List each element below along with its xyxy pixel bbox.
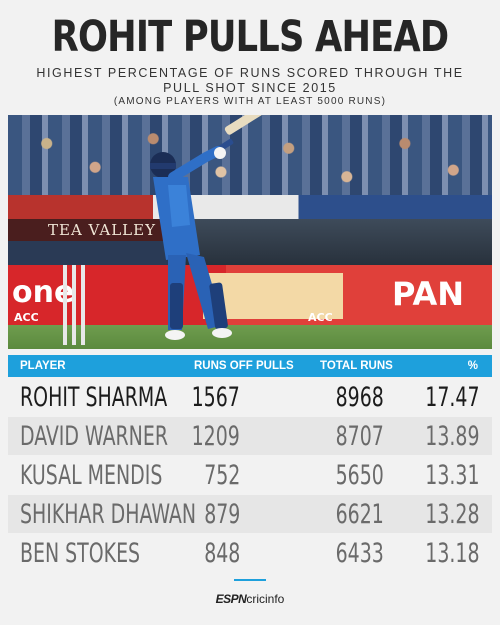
table-row: BEN STOKES 848 6433 13.18	[8, 534, 492, 572]
batsman-photo: TEA VALLEY one PAN ACC ACC	[8, 115, 492, 349]
board-text-right: PAN	[392, 275, 465, 313]
total-runs: 8968	[335, 382, 384, 413]
stumps	[63, 265, 85, 345]
total-runs: 6433	[335, 538, 384, 569]
runs-off-pulls: 1209	[191, 421, 240, 452]
runs-off-pulls: 879	[203, 499, 240, 530]
total-runs: 5650	[335, 460, 384, 491]
advertising-board-panel	[203, 273, 343, 319]
infographic-subtitle: HIGHEST PERCENTAGE OF RUNS SCORED THROUG…	[36, 66, 464, 95]
table-row: DAVID WARNER 1209 8707 13.89	[8, 417, 492, 455]
table-row: KUSAL MENDIS 752 5650 13.31	[8, 456, 492, 494]
total-runs: 8707	[335, 421, 384, 452]
tea-valley-banner: TEA VALLEY	[8, 219, 178, 241]
pull-percentage: 17.47	[425, 382, 480, 413]
column-header-total-runs: TOTAL RUNS	[320, 360, 393, 372]
pull-percentage: 13.89	[425, 421, 480, 452]
player-name: SHIKHAR DHAWAN	[20, 499, 197, 530]
footer-divider	[234, 579, 266, 581]
runs-off-pulls: 848	[203, 538, 240, 569]
player-name: BEN STOKES	[20, 538, 141, 569]
pitch-grass	[8, 325, 492, 349]
batsman-figure	[150, 115, 272, 340]
table-row: ROHIT SHARMA 1567 8968 17.47	[8, 378, 492, 416]
board-text-small-2: ACC	[308, 311, 333, 324]
espncricinfo-logo: ESPNcricinfo	[0, 592, 500, 606]
column-header-runs-off-pulls: RUNS OFF PULLS	[194, 360, 294, 372]
runs-off-pulls: 1567	[191, 382, 240, 413]
player-name: ROHIT SHARMA	[20, 382, 168, 413]
qualification-note: (AMONG PLAYERS WITH AT LEAST 5000 RUNS)	[113, 96, 387, 107]
logo-espn: ESPN	[215, 592, 247, 606]
player-name: KUSAL MENDIS	[20, 460, 163, 491]
board-text-small-1: ACC	[14, 311, 39, 324]
runs-off-pulls: 752	[203, 460, 240, 491]
crowd-background	[8, 115, 492, 210]
infographic-title: ROHIT PULLS AHEAD	[51, 12, 449, 62]
player-name: DAVID WARNER	[20, 421, 168, 452]
stand-shadow	[178, 219, 492, 265]
column-header-percent: %	[467, 360, 478, 372]
table-row: SHIKHAR DHAWAN 879 6621 13.28	[8, 495, 492, 533]
pull-percentage: 13.28	[425, 499, 480, 530]
stand-banner	[8, 195, 492, 221]
column-header-player: PLAYER	[20, 360, 66, 372]
pull-percentage: 13.31	[425, 460, 480, 491]
total-runs: 6621	[335, 499, 384, 530]
logo-cricinfo: cricinfo	[246, 592, 285, 606]
pull-percentage: 13.18	[425, 538, 480, 569]
table-header: PLAYER RUNS OFF PULLS TOTAL RUNS %	[8, 355, 492, 377]
